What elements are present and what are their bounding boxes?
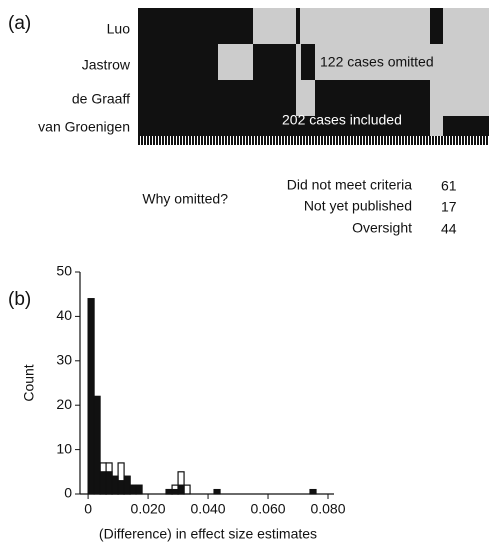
y-axis-label: Count [21,364,37,401]
panel-label: (a) [8,13,31,34]
row-label: Jastrow [82,57,131,73]
bar [171,488,179,495]
x-tick-label: 0.020 [131,501,166,517]
reason-count: 17 [441,199,457,215]
x-tick-label: 0.080 [310,501,345,517]
bar [135,484,143,495]
omitted-note: 122 cases omitted [320,54,434,70]
y-tick-label: 50 [56,263,72,279]
bar [165,488,173,495]
row-label: de Graaff [72,91,130,107]
bar [129,484,137,495]
bar [177,484,185,495]
y-tick-label: 20 [56,396,72,412]
reason: Not yet published [304,198,412,214]
included-note: 202 cases included [282,112,402,128]
x-tick-label: 0 [84,501,92,517]
bar [183,484,191,495]
row-label: van Groenigen [38,119,130,135]
y-tick-label: 0 [64,485,72,501]
bar [123,475,131,495]
why-title: Why omitted? [142,191,228,207]
bar [99,471,107,495]
bar [93,395,101,495]
reason-count: 61 [441,178,457,194]
bar [117,480,125,495]
reason: Oversight [352,220,412,236]
x-axis-label: (Difference) in effect size estimates [99,526,317,542]
x-tick-label: 0.060 [251,501,286,517]
bar [111,475,119,495]
row-label: Luo [107,21,131,37]
reason-count: 44 [441,221,457,237]
inclusion-matrix [138,8,489,145]
reason: Did not meet criteria [287,177,412,193]
y-tick-label: 30 [56,352,72,368]
bar [213,488,221,495]
bar [87,298,95,495]
bar [309,488,317,495]
y-tick-label: 40 [56,307,72,323]
bar [105,471,113,495]
panel-label: (b) [8,289,31,310]
x-tick-label: 0.040 [191,501,226,517]
y-tick-label: 10 [56,440,72,456]
